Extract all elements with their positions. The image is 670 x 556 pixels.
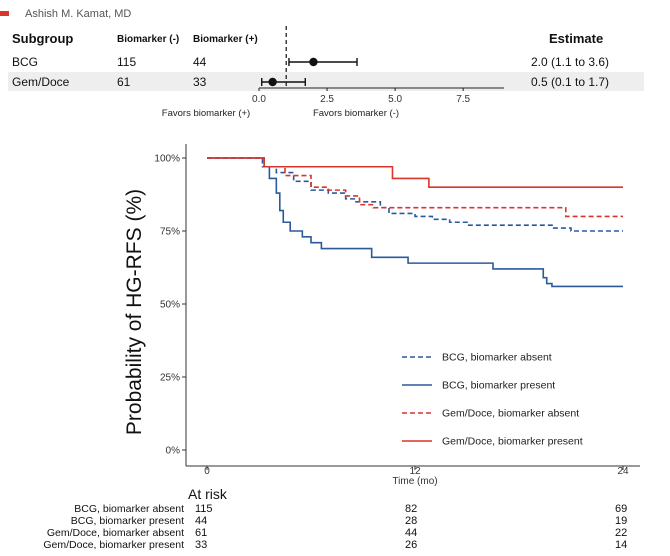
km-y-ticks: 0% 25% 50% 75% 100% [154, 154, 186, 457]
km-legend: BCG, biomarker absent BCG, biomarker pres… [402, 352, 583, 448]
favors-left-label: Favors biomarker (+) [162, 108, 250, 119]
forest-header-pos: Biomarker (+) [193, 34, 258, 45]
forest-tick-label: 7.5 [456, 94, 470, 105]
forest-header-estimate: Estimate [549, 31, 604, 46]
km-legend-label: BCG, biomarker present [442, 380, 555, 392]
at-risk-count: 115 [195, 503, 213, 515]
at-risk-count: 44 [195, 515, 208, 527]
km-curve-bcg-biomarker-present [207, 157, 623, 288]
km-y-tick-label: 100% [154, 154, 180, 165]
forest-row-pos: 33 [193, 75, 207, 89]
at-risk-count: 28 [405, 515, 418, 527]
at-risk-count: 61 [195, 527, 208, 539]
at-risk-count: 26 [405, 539, 418, 551]
forest-row-neg: 115 [117, 55, 137, 69]
km-legend-label: Gem/Doce, biomarker absent [442, 408, 579, 420]
forest-point-estimate [268, 77, 277, 87]
at-risk-title: At risk [188, 486, 227, 502]
km-x-tick-label: 24 [617, 466, 629, 477]
km-y-tick-label: 0% [166, 446, 181, 457]
author-name: Ashish M. Kamat, MD [25, 8, 132, 20]
km-y-tick-label: 50% [160, 300, 180, 311]
forest-row-estimate: 0.5 (0.1 to 1.7) [531, 75, 610, 89]
forest-tick-label: 5.0 [388, 94, 402, 105]
at-risk-count: 82 [405, 503, 418, 515]
km-x-ticks: 0 12 24 [204, 466, 629, 477]
forest-marks [261, 57, 358, 87]
forest-header-neg: Biomarker (-) [117, 34, 180, 45]
forest-header-subgroup: Subgroup [12, 31, 74, 46]
forest-row-neg: 61 [117, 75, 131, 89]
at-risk-row-label: BCG, biomarker present [70, 515, 184, 527]
km-curve-gem-doce-biomarker-present [207, 157, 623, 188]
forest-ticks: 0.0 2.5 5.0 7.5 [252, 88, 471, 105]
km-y-tick-label: 75% [160, 227, 180, 238]
at-risk-row-label: Gem/Doce, biomarker absent [46, 527, 184, 539]
km-x-axis-title: Time (mo) [392, 476, 437, 487]
km-x-tick-label: 0 [204, 466, 210, 477]
forest-row-pos: 44 [193, 55, 207, 69]
at-risk-row-label: BCG, biomarker absent [74, 503, 184, 515]
forest-row-estimate: 2.0 (1.1 to 3.6) [531, 55, 610, 69]
forest-row-shading [8, 72, 644, 91]
forest-tick-label: 0.0 [252, 94, 266, 105]
km-legend-label: BCG, biomarker absent [442, 352, 552, 364]
at-risk-row-label: Gem/Doce, biomarker present [43, 539, 184, 551]
at-risk-count: 14 [615, 539, 628, 551]
km-y-axis-title: Probability of HG-RFS (%) [123, 189, 146, 435]
forest-point-estimate [309, 57, 318, 67]
km-curve-gem-doce-biomarker-absent [207, 157, 623, 218]
at-risk-count: 22 [615, 527, 628, 539]
km-legend-label: Gem/Doce, biomarker present [442, 436, 583, 448]
km-curves [207, 157, 623, 288]
forest-row-name: BCG [12, 55, 39, 69]
at-risk-count: 19 [615, 515, 628, 527]
at-risk-count: 44 [405, 527, 418, 539]
at-risk-count: 69 [615, 503, 628, 515]
forest-plot: 0.0 2.5 5.0 7.5 Favors biomarker (+) Favors… [162, 26, 504, 119]
km-plot: 0% 25% 50% 75% 100% 0 12 24 BCG, biomarker abs… [123, 144, 640, 487]
forest-row-name: Gem/Doce [12, 75, 70, 89]
accent-bar [0, 11, 9, 16]
at-risk-count: 33 [195, 539, 208, 551]
favors-right-label: Favors biomarker (-) [313, 108, 399, 119]
km-x-tick-label: 12 [409, 466, 421, 477]
km-y-tick-label: 25% [160, 373, 180, 384]
forest-tick-label: 2.5 [320, 94, 334, 105]
